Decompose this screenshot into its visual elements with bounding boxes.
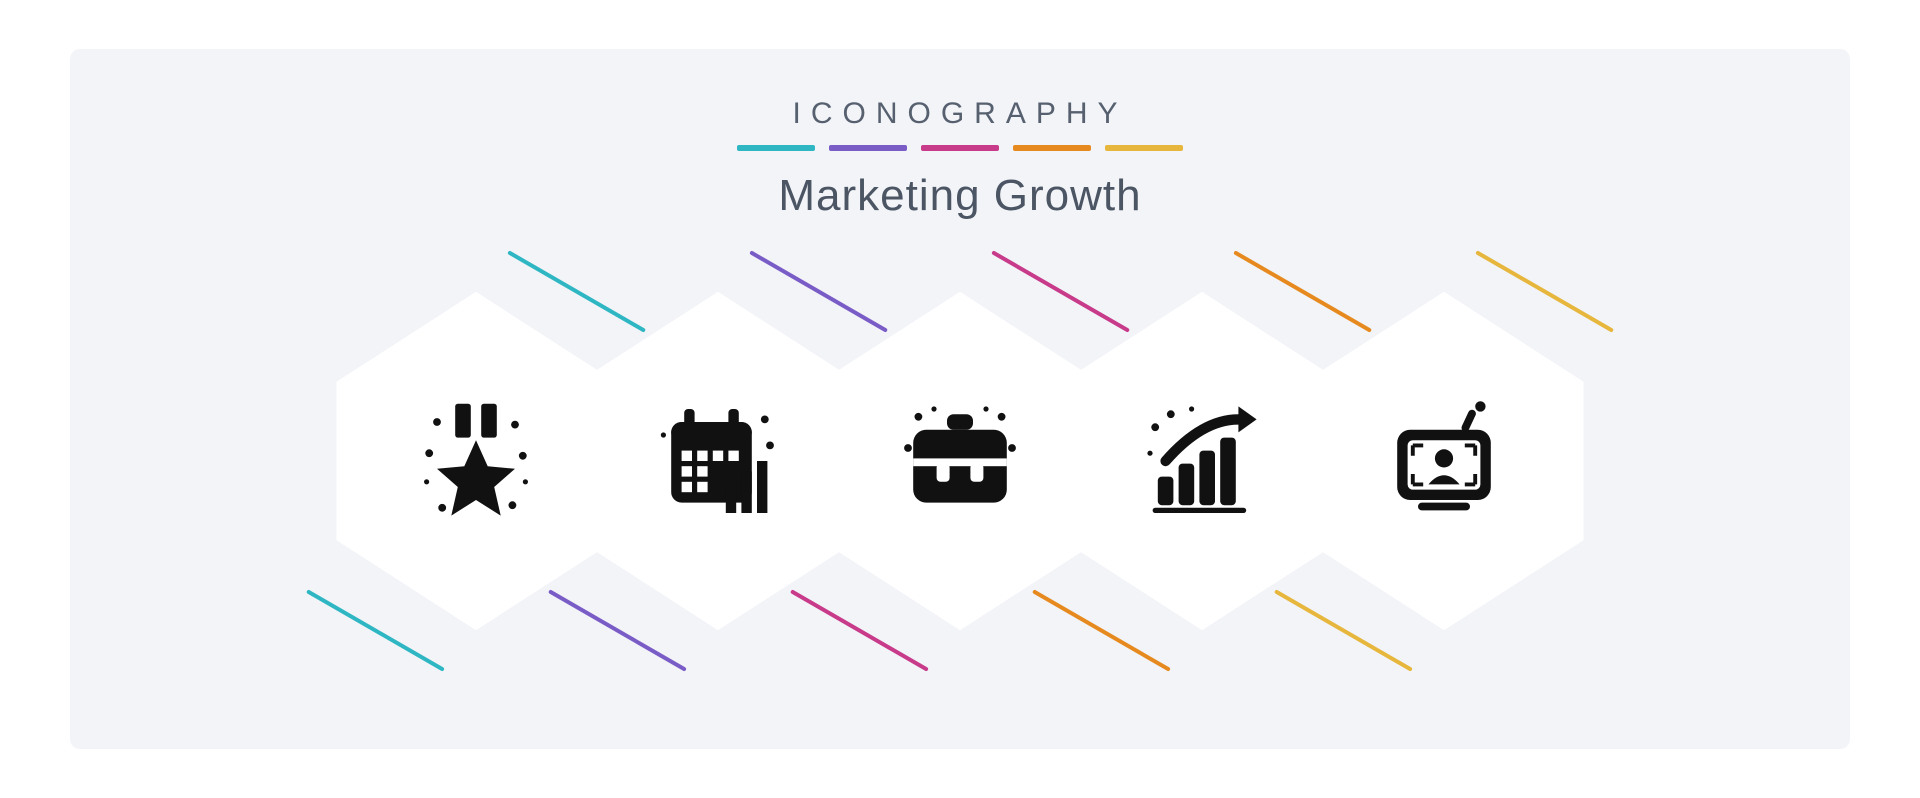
hex-5 <box>1289 281 1599 641</box>
hex-row <box>70 281 1850 641</box>
stripe-4 <box>1013 145 1091 151</box>
calendar-report-icon <box>653 396 783 526</box>
pack-title: Marketing Growth <box>778 171 1141 221</box>
briefcase-icon <box>895 396 1025 526</box>
hex-edge-bottom <box>1274 589 1413 671</box>
medal-star-icon <box>411 396 541 526</box>
stripe-1 <box>737 145 815 151</box>
tv-person-icon <box>1379 396 1509 526</box>
hex-edge-bottom <box>306 589 445 671</box>
growth-bars-icon <box>1137 396 1267 526</box>
brand-label: ICONOGRAPHY <box>792 97 1127 131</box>
hex-tile <box>1289 281 1599 641</box>
hex-edge-top <box>1475 250 1614 332</box>
preview-card: ICONOGRAPHY Marketing Growth <box>70 49 1850 749</box>
hex-edge-bottom <box>1032 589 1171 671</box>
stripe-5 <box>1105 145 1183 151</box>
stripe-row <box>737 145 1183 151</box>
hex-edge-bottom <box>790 589 929 671</box>
stripe-3 <box>921 145 999 151</box>
canvas: ICONOGRAPHY Marketing Growth <box>0 0 1920 798</box>
hex-edge-bottom <box>548 589 687 671</box>
stripe-2 <box>829 145 907 151</box>
